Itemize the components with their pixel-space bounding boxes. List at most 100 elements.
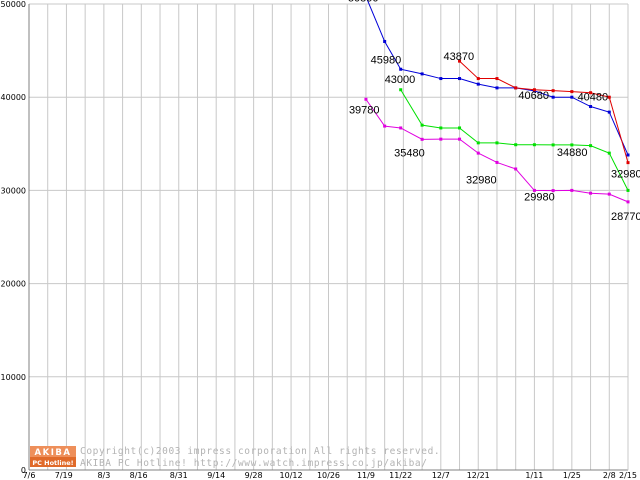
series-4-point: [364, 97, 368, 101]
series-2-point: [626, 161, 630, 165]
x-tick-label: 12/7: [432, 471, 450, 480]
series-1-point: [458, 77, 462, 81]
data-label: 34880: [557, 147, 588, 159]
series-3-point: [439, 126, 443, 130]
data-label: 50800: [348, 0, 379, 5]
x-tick-label: 12/21: [467, 471, 490, 480]
x-tick-label: 9/14: [207, 471, 225, 480]
akiba-logo-band: [30, 457, 76, 467]
series-3-point: [458, 126, 462, 130]
series-3-point: [532, 143, 536, 147]
series-4-point: [399, 126, 403, 130]
series-lines: [364, 0, 630, 204]
series-2-point: [476, 77, 480, 81]
series-3-point: [589, 144, 593, 148]
series-1-point: [420, 72, 424, 76]
data-label: 43870: [444, 51, 475, 63]
series-2-point: [551, 89, 555, 93]
series-1-point: [607, 110, 611, 114]
horizontal-gridlines: [29, 3, 628, 378]
data-label: 28770: [611, 211, 640, 223]
y-tick-label: 50000: [1, 0, 26, 9]
series-1-point: [476, 82, 480, 86]
series-3-point: [399, 88, 403, 92]
x-tick-labels: 7/6 7/19 8/3 8/16 8/31 9/14 9/28 10/12 10/26 11/9…: [23, 471, 637, 480]
akiba-logo-text: AKIBA: [35, 448, 72, 458]
series-4-point: [439, 137, 443, 141]
series-4-point: [420, 137, 424, 141]
x-tick-label: 2/8: [603, 471, 616, 480]
series-3-point: [495, 141, 499, 145]
data-label: 40680: [518, 90, 549, 102]
x-tick-label: 8/16: [130, 471, 148, 480]
series-1-point: [439, 77, 443, 81]
series-2-point: [495, 77, 499, 81]
x-tick-label: 8/31: [170, 471, 188, 480]
series-1-point: [570, 95, 574, 99]
series-2-point: [607, 95, 611, 99]
series-line-3: [400, 89, 629, 191]
series-3-point: [570, 143, 574, 147]
copyright-watermark: AKIBA PC Hotline! Copyright(c)2003 impre…: [30, 446, 440, 469]
y-tick-label: 10000: [1, 373, 26, 382]
series-3-point: [476, 141, 480, 145]
x-tick-label: 7/19: [55, 471, 73, 480]
series-4-point: [607, 192, 611, 196]
series-1-point: [626, 153, 630, 157]
series-3-point: [514, 143, 518, 147]
y-tick-label: 30000: [1, 186, 26, 195]
x-tick-label: 2/15: [619, 471, 637, 480]
site-url-line: AKIBA PC Hotline! http://www.watch.impre…: [80, 458, 428, 469]
series-1-point: [399, 67, 403, 71]
series-4-point: [626, 200, 630, 204]
y-tick-labels: 0 10000 20000 30000 40000 50000: [1, 0, 26, 475]
data-label: 32980: [466, 174, 497, 186]
series-3-point: [607, 151, 611, 155]
data-label: 35480: [394, 147, 425, 159]
data-label: 45980: [371, 54, 402, 66]
x-tick-label: 10/12: [280, 471, 303, 480]
series-2-point: [458, 59, 462, 63]
series-1-point: [383, 39, 387, 43]
data-labels: 50800 45980 43000 43870 39780 40680 40480 35480…: [348, 0, 640, 223]
series-3-point: [420, 123, 424, 127]
series-3-point: [626, 188, 630, 192]
copyright-line: Copyright(c)2003 impress corporation All…: [80, 446, 440, 457]
x-tick-label: 11/22: [389, 471, 412, 480]
series-2-point: [570, 90, 574, 94]
x-tick-label: 1/11: [525, 471, 543, 480]
x-tick-label: 1/25: [563, 471, 581, 480]
axes: [28, 4, 629, 471]
series-4-point: [495, 160, 499, 164]
y-tick-label: 40000: [1, 93, 26, 102]
data-label: 29980: [524, 192, 555, 204]
series-line-2: [459, 60, 629, 163]
series-4-point: [589, 191, 593, 195]
series-4-point: [570, 188, 574, 192]
series-4-point: [514, 167, 518, 171]
x-tick-label: 9/28: [245, 471, 263, 480]
series-2-point: [589, 91, 593, 95]
series-2-point: [532, 88, 536, 92]
akiba-logo-subtext: PC Hotline!: [32, 459, 73, 467]
series-4-point: [551, 189, 555, 193]
data-label: 40480: [578, 92, 609, 104]
data-label: 32980: [611, 169, 640, 181]
vertical-gridlines: [47, 4, 610, 470]
x-tick-label: 7/6: [23, 471, 36, 480]
series-3-point: [551, 143, 555, 147]
x-tick-label: 11/9: [357, 471, 375, 480]
data-label: 39780: [349, 104, 380, 116]
y-tick-label: 0: [21, 466, 26, 475]
series-4-point: [383, 124, 387, 128]
x-tick-label: 8/3: [97, 471, 110, 480]
series-2-point: [514, 86, 518, 90]
y-tick-label: 20000: [1, 280, 26, 289]
data-label: 43000: [385, 74, 416, 86]
series-1-point: [551, 95, 555, 99]
series-1-point: [589, 105, 593, 109]
series-4-point: [458, 137, 462, 141]
series-4-point: [476, 151, 480, 155]
x-tick-label: 10/26: [317, 471, 340, 480]
